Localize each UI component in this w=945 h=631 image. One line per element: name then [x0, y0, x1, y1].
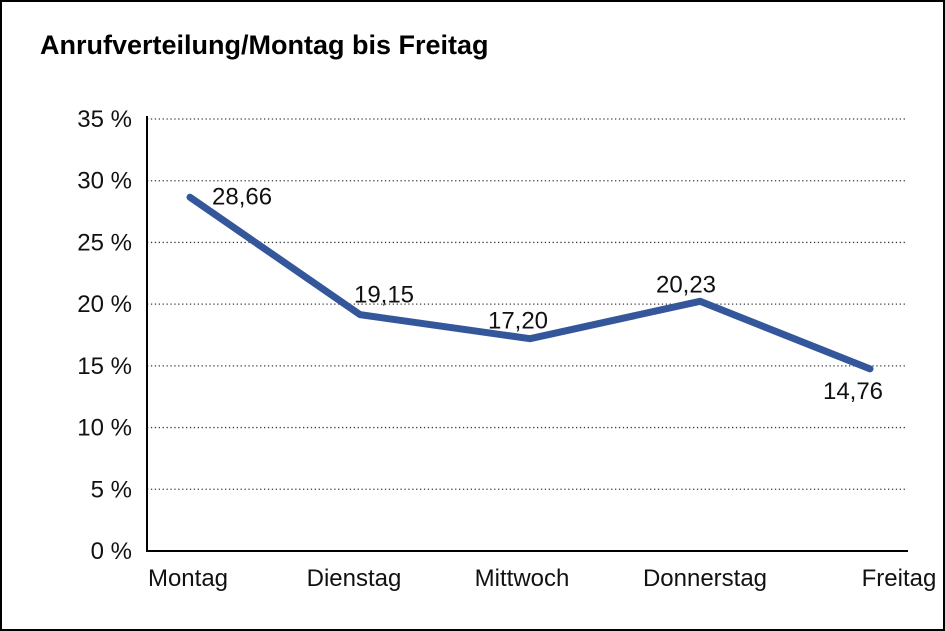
x-axis-label: Donnerstag: [643, 565, 767, 592]
y-tick-label: 15 %: [77, 353, 132, 380]
y-tick-label: 20 %: [77, 291, 132, 318]
x-axis-label: Dienstag: [307, 565, 402, 592]
y-tick-label: 35 %: [77, 106, 132, 133]
y-tick-label: 25 %: [77, 229, 132, 256]
data-point-label: 19,15: [354, 282, 414, 309]
data-point-label: 20,23: [656, 271, 716, 298]
x-axis-label: Montag: [148, 565, 228, 592]
y-tick-label: 5 %: [91, 476, 132, 503]
chart-title: Anrufverteilung/Montag bis Freitag: [40, 30, 489, 60]
data-line: [186, 193, 874, 373]
x-axis-label: Mittwoch: [475, 565, 570, 592]
data-point-label: 28,66: [212, 183, 272, 210]
data-point-label: 17,20: [488, 308, 548, 335]
data-point-label: 14,76: [823, 378, 883, 405]
y-tick-label: 0 %: [91, 538, 132, 565]
x-axis-label: Freitag: [862, 565, 937, 592]
y-tick-label: 30 %: [77, 168, 132, 195]
y-tick-label: 10 %: [77, 415, 132, 442]
